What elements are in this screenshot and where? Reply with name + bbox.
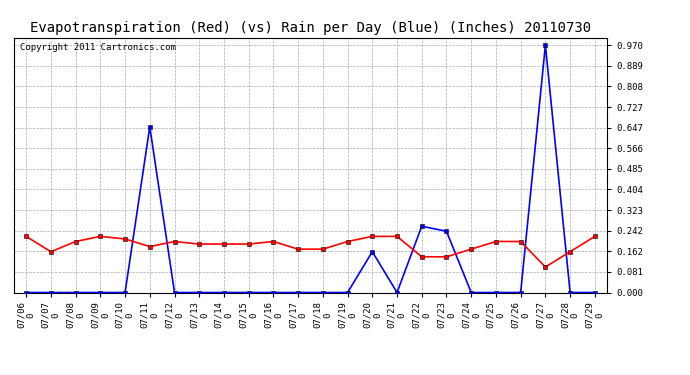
Text: Copyright 2011 Cartronics.com: Copyright 2011 Cartronics.com	[20, 43, 176, 52]
Title: Evapotranspiration (Red) (vs) Rain per Day (Blue) (Inches) 20110730: Evapotranspiration (Red) (vs) Rain per D…	[30, 21, 591, 35]
